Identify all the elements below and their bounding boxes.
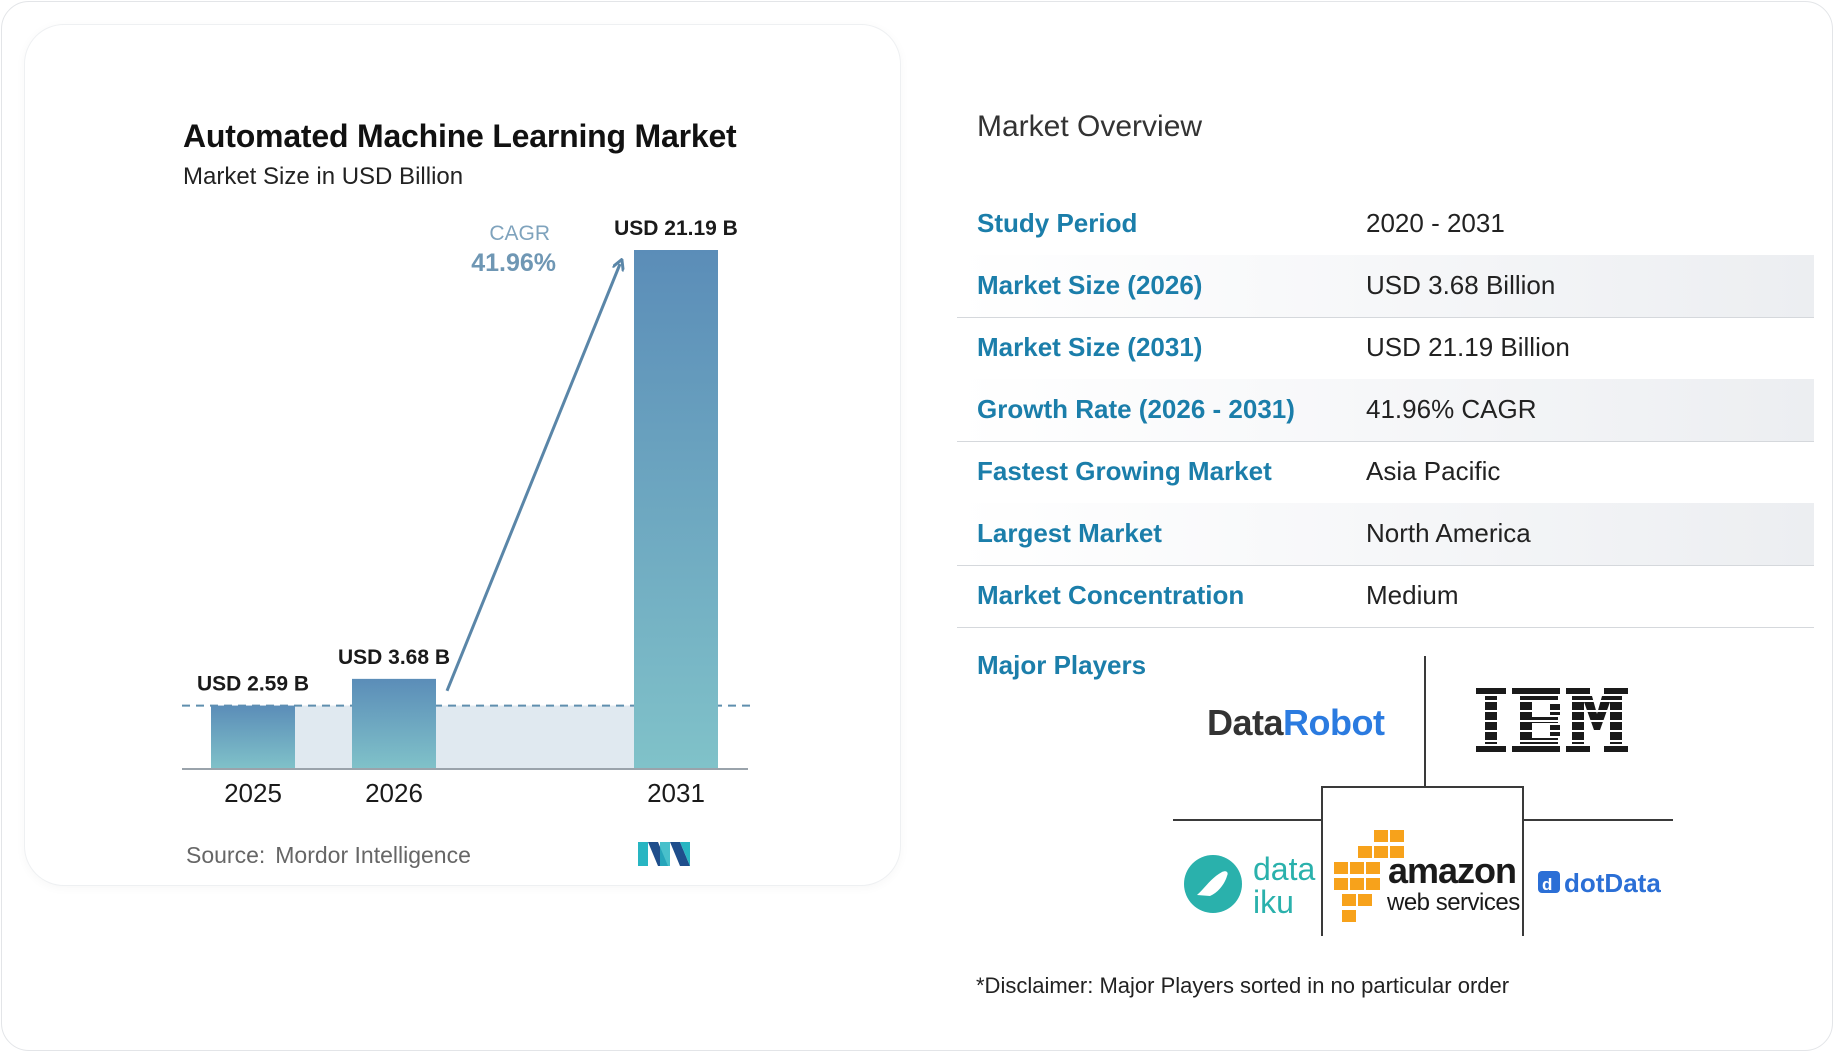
overview-row-value: Medium: [1366, 580, 1459, 610]
chart-title: Automated Machine Learning Market: [183, 118, 737, 154]
datarobot-logo: DataRobot: [1207, 702, 1385, 744]
divider-line: [1523, 819, 1673, 821]
overview-row: Growth Rate (2026 - 2031) 41.96% CAGR: [957, 379, 1814, 442]
aws-cubes-icon: [1334, 830, 1404, 922]
svg-text:d: d: [1542, 875, 1552, 894]
datarobot-logo-robot: Robot: [1283, 702, 1385, 743]
overview-row: Largest Market North America: [957, 503, 1814, 566]
overview-row-value: USD 3.68 Billion: [1366, 270, 1556, 300]
overview-row-value: Asia Pacific: [1366, 456, 1501, 486]
divider-line: [1424, 656, 1426, 786]
overview-row-value: 2020 - 2031: [1366, 208, 1505, 238]
aws-logo: amazon web services: [1334, 830, 1521, 922]
overview-row-label: Largest Market: [977, 518, 1162, 548]
overview-row-label: Market Concentration: [977, 580, 1245, 610]
overview-row: Market Size (2026) USD 3.68 Billion: [957, 255, 1814, 318]
overview-row: Market Size (2031) USD 21.19 Billion: [957, 317, 1814, 380]
overview-row-value: North America: [1366, 518, 1531, 548]
overview-row: Fastest Growing Market Asia Pacific: [957, 441, 1814, 504]
overview-row-label: Growth Rate (2026 - 2031): [977, 394, 1295, 424]
mordor-intelligence-logo-icon: [638, 842, 690, 866]
divider-line: [1173, 819, 1323, 821]
chart-source: Source: Mordor Intelligence: [186, 842, 471, 869]
overview-row-label: Market Size (2031): [977, 332, 1203, 362]
disclaimer-text: *Disclaimer: Major Players sorted in no …: [976, 973, 1510, 998]
dataiku-logo-line2: iku: [1253, 884, 1294, 918]
dotdata-square-icon: [1538, 871, 1560, 893]
dataiku-logo-line1: data: [1253, 851, 1315, 887]
overview-row-value: 41.96% CAGR: [1366, 394, 1537, 424]
dotdata-logo-text: dotData: [1564, 868, 1661, 898]
overview-row: Study Period 2020 - 2031: [957, 193, 1814, 256]
ibm-logo: [1476, 688, 1628, 752]
overview-row-value: USD 21.19 Billion: [1366, 332, 1570, 362]
datarobot-logo-data: Data: [1207, 702, 1284, 743]
source-label: Source:: [186, 842, 266, 868]
aws-box: [1321, 786, 1524, 936]
overview-row: Market Concentration Medium: [957, 565, 1814, 628]
overview-row-label: Fastest Growing Market: [977, 456, 1272, 486]
overview-row-label: Study Period: [977, 208, 1138, 238]
dotdata-logo: d dotData: [1538, 868, 1661, 898]
aws-logo-line1: amazon: [1388, 850, 1516, 891]
overview-row-label: Market Size (2026): [977, 270, 1203, 300]
major-players-label: Major Players: [977, 650, 1147, 680]
dataiku-logo: data iku: [1184, 851, 1315, 918]
chart-subtitle: Market Size in USD Billion: [183, 163, 464, 190]
overview-title: Market Overview: [977, 110, 1203, 143]
aws-logo-line2: web services: [1386, 889, 1520, 916]
source-value: Mordor Intelligence: [275, 842, 471, 868]
